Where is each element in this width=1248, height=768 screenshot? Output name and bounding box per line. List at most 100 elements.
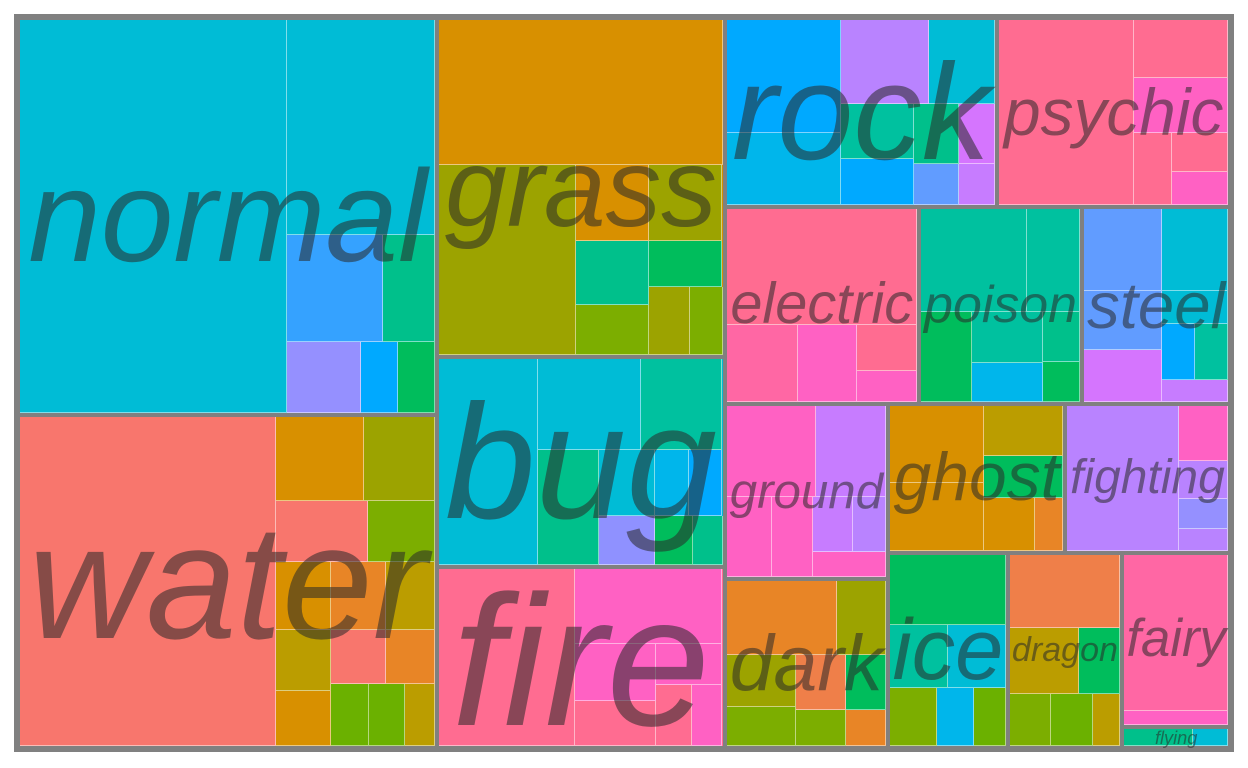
treemap-cell	[655, 685, 693, 746]
treemap-cell	[984, 497, 1036, 551]
treemap-cell	[772, 496, 814, 577]
treemap-group-fire: fire	[439, 568, 723, 754]
treemap-label-rock: rock	[731, 35, 991, 189]
treemap-cell	[846, 654, 887, 710]
treemap-cell	[1161, 324, 1195, 380]
treemap-cell	[796, 654, 847, 710]
treemap-cell	[841, 20, 930, 104]
treemap-cell	[890, 625, 948, 689]
treemap-label-fire: fire	[451, 557, 710, 765]
treemap-cell	[1161, 379, 1228, 402]
treemap-cell	[857, 324, 917, 371]
treemap-cell	[1035, 497, 1063, 551]
treemap-cell	[846, 709, 887, 746]
treemap-group-dark: dark	[726, 580, 887, 746]
treemap-cell	[841, 103, 914, 160]
treemap-cell	[405, 683, 436, 746]
treemap-cell	[649, 240, 723, 287]
treemap-cell	[20, 416, 276, 746]
treemap-cell	[538, 359, 641, 450]
treemap-cell	[1043, 312, 1081, 362]
treemap-cell	[726, 654, 797, 707]
treemap-group-electric: electric	[726, 209, 917, 402]
treemap-label-ghost: ghost	[893, 440, 1060, 516]
treemap-cell	[692, 685, 723, 746]
treemap-group-psychic: psychic	[999, 20, 1228, 206]
treemap-cell	[1009, 628, 1079, 694]
treemap-cell	[439, 568, 575, 746]
treemap-cell	[576, 240, 650, 305]
treemap-cell	[1009, 693, 1052, 746]
treemap-group-grass: grass	[439, 20, 723, 356]
treemap-cell	[920, 209, 1028, 313]
treemap-cell	[330, 683, 370, 746]
treemap-cell	[383, 234, 436, 343]
treemap-group-flying: flying	[1124, 727, 1228, 748]
treemap-cell	[999, 20, 1134, 206]
treemap-cell	[1124, 554, 1228, 711]
treemap-cell	[576, 164, 650, 241]
treemap-cell	[361, 342, 399, 413]
treemap-cell	[275, 501, 368, 563]
treemap-cell	[655, 643, 723, 686]
treemap-label-water: water	[28, 489, 428, 673]
treemap-cell	[984, 456, 1063, 498]
treemap-cell	[1179, 528, 1228, 551]
treemap-cell	[287, 234, 383, 343]
treemap-cell	[857, 370, 917, 402]
treemap-cell	[1179, 498, 1228, 529]
treemap-cell	[813, 496, 853, 552]
treemap-cell	[275, 630, 331, 692]
treemap-label-ice: ice	[892, 601, 1004, 699]
treemap-group-fairy: fairy	[1124, 554, 1228, 725]
treemap-cell	[275, 562, 331, 631]
treemap-cell	[1171, 132, 1228, 173]
treemap-cell	[599, 449, 656, 516]
treemap-group-ground: ground	[726, 405, 887, 577]
treemap-group-normal: normal	[20, 20, 436, 413]
treemap-cell	[971, 312, 1044, 364]
treemap-label-steel: steel	[1087, 268, 1226, 342]
treemap-cell	[689, 286, 723, 356]
treemap-cell	[386, 630, 436, 684]
treemap-cell	[726, 324, 798, 402]
treemap-label-psychic: psychic	[1004, 74, 1224, 149]
treemap-cell	[937, 688, 975, 746]
treemap-group-fighting: fighting	[1066, 405, 1228, 551]
treemap-chart: normal water grass bug fire rock psychic electr…	[14, 14, 1234, 754]
treemap-cell	[599, 515, 656, 565]
treemap-cell	[688, 449, 723, 516]
treemap-cell	[330, 562, 386, 631]
treemap-label-dark: dark	[729, 618, 883, 707]
treemap-cell	[1133, 132, 1172, 205]
treemap-cell	[974, 688, 1006, 746]
treemap-cell	[890, 688, 938, 746]
treemap-cell	[655, 515, 693, 565]
treemap-cell	[1051, 693, 1093, 746]
treemap-cell	[574, 700, 656, 746]
treemap-cell	[1066, 405, 1180, 551]
treemap-cell	[369, 683, 406, 746]
treemap-label-flying: flying	[1154, 727, 1198, 748]
treemap-cell	[1084, 350, 1162, 402]
treemap-cell	[275, 416, 365, 502]
treemap-cell	[439, 20, 723, 165]
treemap-cell	[1133, 20, 1228, 79]
treemap-cell	[796, 709, 847, 746]
treemap-cell	[1133, 78, 1228, 133]
treemap-cell	[330, 630, 387, 684]
treemap-cell	[1043, 361, 1081, 402]
treemap-cell	[726, 706, 797, 746]
treemap-cell	[947, 625, 1006, 689]
treemap-cell	[692, 515, 723, 565]
treemap-cell	[853, 496, 887, 552]
treemap-cell	[913, 164, 960, 205]
treemap-cell	[1027, 209, 1081, 313]
treemap-cell	[364, 416, 436, 502]
treemap-cell	[649, 164, 723, 241]
treemap-group-ghost: ghost	[890, 405, 1063, 551]
treemap-cell	[1179, 461, 1228, 499]
treemap-label-grass: grass	[445, 125, 717, 251]
treemap-cell	[1194, 324, 1228, 380]
treemap-cell	[726, 209, 917, 325]
